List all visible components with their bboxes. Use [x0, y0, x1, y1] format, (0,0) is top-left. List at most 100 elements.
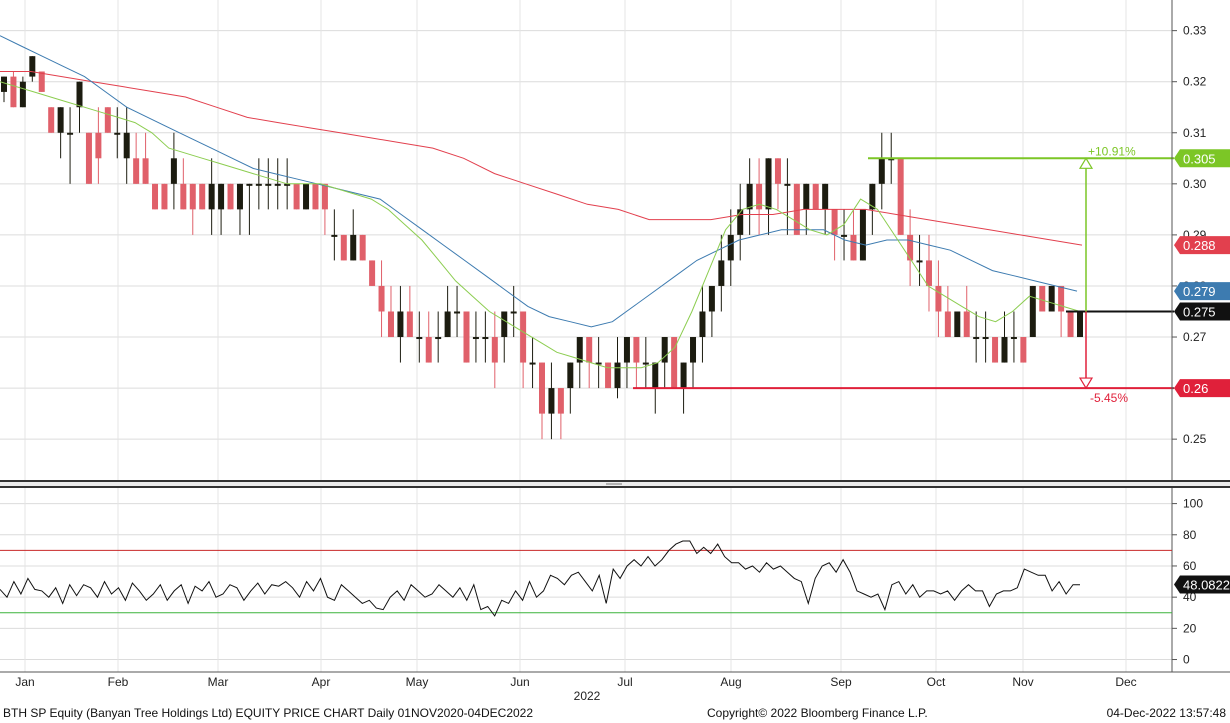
- candle-body: [567, 362, 574, 389]
- candle-body: [605, 362, 612, 389]
- candle-body: [727, 234, 734, 261]
- candle-body: [1048, 285, 1055, 312]
- candle-body: [406, 311, 413, 338]
- month-label: Sep: [830, 675, 852, 689]
- candle-body: [954, 311, 961, 338]
- candle-body: [737, 209, 744, 235]
- month-label: Oct: [927, 675, 946, 689]
- x-axis: Jan Feb Mar Apr May Jun Jul Aug Sep Oct Nov Dec 2022: [15, 675, 1136, 703]
- price-tick-label: 0.25: [1183, 432, 1207, 446]
- candle-body: [114, 132, 121, 135]
- candle-body: [595, 362, 602, 365]
- candle-body: [1010, 337, 1017, 340]
- candle-body: [340, 234, 347, 261]
- year-label: 2022: [574, 689, 601, 703]
- candle-body: [520, 311, 527, 363]
- candle-body: [803, 183, 810, 210]
- value-marker: [1174, 149, 1230, 168]
- candle-body: [482, 337, 489, 340]
- chart-title: BTH SP Equity (Banyan Tree Holdings Ltd)…: [3, 706, 534, 720]
- candle-body: [850, 234, 857, 261]
- month-label: Jun: [510, 675, 529, 689]
- candle-body: [199, 183, 206, 210]
- candle-body: [387, 311, 394, 338]
- candle-body: [992, 337, 999, 363]
- rsi-tick-label: 40: [1183, 590, 1197, 604]
- candle-body: [1039, 285, 1046, 312]
- candle-body: [378, 285, 385, 312]
- candle-body: [623, 337, 630, 363]
- rsi-gridlines: [0, 488, 1172, 672]
- candle-body: [416, 337, 423, 340]
- candle-body: [123, 132, 130, 159]
- candle-body: [463, 311, 470, 363]
- candle-body: [274, 183, 281, 186]
- downside-arrow-head: [1078, 377, 1094, 390]
- price-tick-label: 0.27: [1183, 330, 1207, 344]
- month-label: May: [406, 675, 429, 689]
- rsi-tick-label: 80: [1183, 528, 1197, 542]
- candle-body: [699, 311, 706, 338]
- moving-average-long-line: [0, 71, 1083, 246]
- candle-body: [472, 337, 479, 340]
- candle-body: [491, 337, 498, 363]
- candle-body: [1058, 285, 1065, 312]
- candle-body: [227, 183, 234, 210]
- value-marker-label: 0.26: [1183, 381, 1208, 396]
- month-label: Mar: [208, 675, 229, 689]
- candle-body: [331, 234, 338, 237]
- candle-body: [756, 183, 763, 210]
- candle-body: [29, 56, 36, 77]
- candle-body: [510, 311, 517, 314]
- candle-body: [963, 311, 970, 338]
- candle-body: [208, 183, 215, 210]
- month-label: Aug: [720, 675, 741, 689]
- candle-body: [878, 158, 885, 184]
- candle-body: [586, 337, 593, 363]
- candle-body: [161, 183, 168, 210]
- rsi-tick-label: 0: [1183, 653, 1190, 667]
- candle-body: [85, 132, 92, 184]
- candle-body: [557, 388, 564, 414]
- candle-body: [57, 107, 64, 133]
- candle-body: [907, 234, 914, 261]
- candle-body: [67, 132, 74, 135]
- candle-body: [454, 311, 461, 314]
- candle-body: [236, 183, 243, 210]
- candle-body: [718, 260, 725, 286]
- candle-body: [1001, 337, 1008, 363]
- price-markers: 0.305 0.288 0.279 0.275 0.26 48.0822: [1174, 149, 1230, 594]
- candle-body: [680, 362, 687, 389]
- candle-body: [38, 71, 45, 92]
- candle-body: [869, 183, 876, 210]
- value-marker-label: 0.275: [1183, 304, 1216, 319]
- candle-body: [246, 183, 253, 186]
- moving-average-short-line: [0, 81, 1081, 369]
- candle-body: [397, 311, 404, 338]
- candle-body: [822, 183, 829, 210]
- rsi-tick-label: 60: [1183, 559, 1197, 573]
- level-lines: [633, 157, 1174, 390]
- candle-body: [293, 183, 300, 210]
- value-marker-label: 0.279: [1183, 284, 1216, 299]
- timestamp: 04-Dec-2022 13:57:48: [1106, 706, 1226, 720]
- candle-body: [859, 209, 866, 261]
- candle-body: [746, 183, 753, 210]
- candle-body: [548, 388, 555, 414]
- candle-body: [690, 337, 697, 363]
- rsi-line: [0, 540, 1080, 617]
- moving-average-mid-line: [0, 35, 1078, 328]
- candle-body: [359, 234, 366, 261]
- candle-body: [765, 158, 772, 210]
- rsi-tick-label: 20: [1183, 621, 1197, 635]
- value-marker-label: 0.288: [1183, 238, 1216, 253]
- candle-body: [312, 183, 319, 210]
- value-marker: [1174, 575, 1230, 594]
- month-label: Jan: [15, 675, 34, 689]
- candle-body: [1, 76, 7, 92]
- candle-body: [633, 337, 640, 363]
- candle-body: [10, 76, 17, 108]
- candle-body: [435, 337, 442, 340]
- candle-body: [784, 183, 791, 186]
- copyright-text: Copyright© 2022 Bloomberg Finance L.P.: [707, 706, 928, 720]
